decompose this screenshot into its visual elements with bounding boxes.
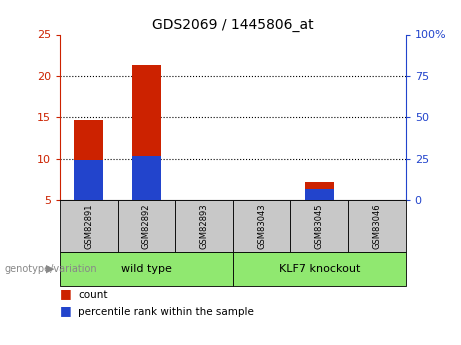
Text: GSM83043: GSM83043 [257,203,266,249]
FancyBboxPatch shape [118,200,175,252]
Bar [132,156,161,200]
Bar [74,160,103,200]
FancyBboxPatch shape [348,200,406,252]
FancyBboxPatch shape [60,252,233,286]
Text: wild type: wild type [121,264,172,274]
Text: GSM82892: GSM82892 [142,203,151,249]
Text: genotype/variation: genotype/variation [5,264,97,274]
Bar [132,65,161,200]
Text: percentile rank within the sample: percentile rank within the sample [78,307,254,317]
Title: GDS2069 / 1445806_at: GDS2069 / 1445806_at [152,18,313,32]
Text: ▶: ▶ [46,264,54,274]
FancyBboxPatch shape [290,200,348,252]
FancyBboxPatch shape [233,200,290,252]
Text: count: count [78,290,108,300]
FancyBboxPatch shape [60,200,118,252]
Text: KLF7 knockout: KLF7 knockout [278,264,360,274]
Text: GSM82891: GSM82891 [84,203,93,249]
Bar [305,189,334,200]
Text: GSM82893: GSM82893 [200,203,208,249]
Text: ■: ■ [60,287,71,300]
FancyBboxPatch shape [175,200,233,252]
Bar [305,182,334,200]
Text: GSM83045: GSM83045 [315,203,324,249]
Bar [74,120,103,200]
Text: GSM83046: GSM83046 [372,203,381,249]
FancyBboxPatch shape [233,252,406,286]
Text: ■: ■ [60,304,71,317]
